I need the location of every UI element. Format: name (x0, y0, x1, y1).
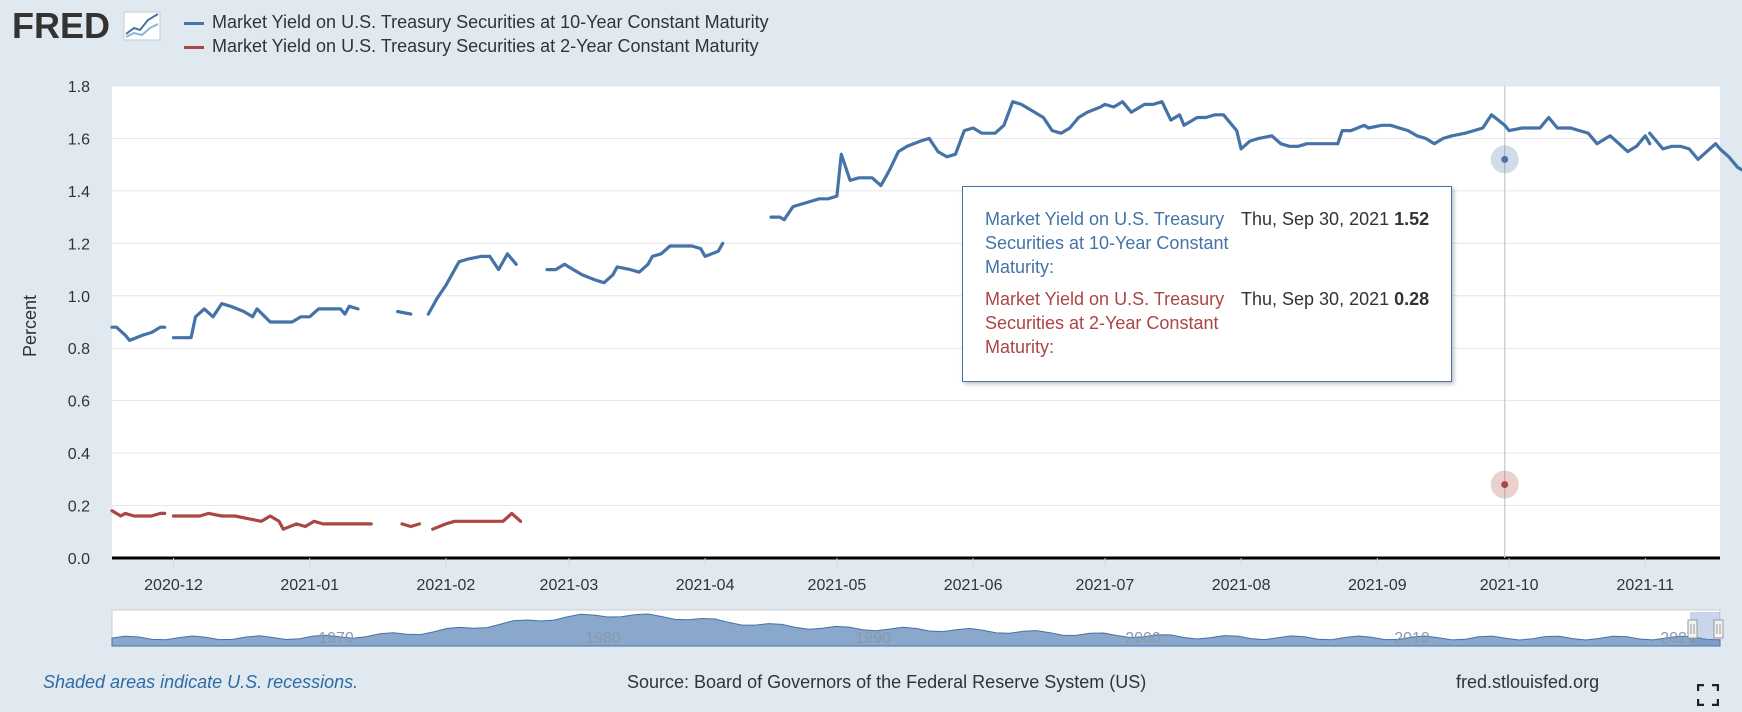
x-tick-label: 2021-03 (540, 577, 599, 594)
navigator-tick-label: 1970 (318, 630, 354, 647)
series-line-0 (396, 309, 413, 316)
series-line-0 (110, 325, 167, 342)
tooltip-date: Thu, Sep 30, 2021 1.52 (1241, 209, 1430, 229)
hover-point (1501, 481, 1509, 489)
tooltip-series-name: Market Yield on U.S. Treasury Securities… (985, 289, 1225, 357)
navigator-tick-label: 2000 (1125, 630, 1161, 647)
legend-item-2-year[interactable]: Market Yield on U.S. Treasury Securities… (184, 36, 759, 57)
y-tick-label: 1.6 (68, 131, 90, 148)
x-tick-label: 2020-12 (144, 577, 203, 594)
x-tick-label: 2021-04 (676, 577, 735, 594)
x-tick-label: 2021-07 (1076, 577, 1135, 594)
y-axis-ticks: 0.0 0.2 0.4 0.6 0.8 1.0 1.2 1.4 1.6 1.8 (68, 79, 90, 568)
navigator-tick-label: 2010 (1394, 630, 1430, 647)
legend-item-10-year[interactable]: Market Yield on U.S. Treasury Securities… (184, 12, 769, 33)
series-line-1 (171, 511, 373, 531)
series-line-0 (426, 252, 518, 316)
y-tick-label: 0.4 (68, 446, 90, 463)
x-tick-label: 2021-08 (1212, 577, 1271, 594)
x-tick-label: 2021-05 (808, 577, 867, 594)
x-tick-label: 2021-11 (1617, 577, 1675, 594)
navigator-tick-label: 1980 (585, 630, 621, 647)
x-tick-label: 2021-10 (1480, 577, 1539, 594)
tooltip-value: 0.28 (1394, 289, 1430, 309)
tooltip: Market Yield on U.S. Treasury Securities… (962, 186, 1452, 382)
legend-swatch-icon (184, 21, 204, 25)
series-line-0 (1648, 131, 1742, 172)
navigator-tick-label: 1990 (855, 630, 891, 647)
y-axis-label: Percent (20, 295, 40, 357)
navigator-handle[interactable] (1713, 619, 1724, 639)
series-lines (110, 100, 1742, 531)
gridlines (112, 85, 1720, 560)
fullscreen-icon[interactable] (1697, 684, 1719, 706)
x-tick-label: 2021-09 (1348, 577, 1407, 594)
recessions-note: Shaded areas indicate U.S. recessions. (43, 672, 359, 692)
navigator-tick-label: 2020 (1660, 630, 1696, 647)
y-tick-label: 1.4 (68, 184, 90, 201)
legend-swatch-icon (184, 45, 204, 49)
series-line-1 (431, 511, 523, 531)
navigator-handle[interactable] (1687, 619, 1698, 639)
x-axis-ticks: 2020-12 2021-01 2021-02 2021-03 2021-04 2021-… (144, 558, 1674, 594)
x-tick-label: 2021-01 (280, 577, 339, 594)
series-line-0 (769, 100, 1652, 222)
series-line-0 (545, 241, 725, 285)
hover-markers (1490, 145, 1519, 499)
y-tick-label: 1.2 (68, 236, 90, 253)
y-tick-label: 1.8 (68, 79, 90, 96)
y-tick-label: 1.0 (68, 289, 90, 306)
x-tick-label: 2021-02 (417, 577, 476, 594)
plot-area (112, 86, 1720, 558)
tooltip-value: 1.52 (1394, 209, 1430, 229)
x-tick-label: 2021-06 (944, 577, 1003, 594)
series-line-1 (110, 509, 167, 518)
tooltip-date: Thu, Sep 30, 2021 0.28 (1241, 289, 1430, 309)
y-tick-label: 0.2 (68, 499, 90, 516)
tooltip-series-name: Market Yield on U.S. Treasury Securities… (985, 209, 1229, 277)
y-tick-label: 0.6 (68, 394, 90, 411)
plot-background (112, 86, 1720, 558)
navigator[interactable]: 1970 1980 1990 2000 2010 2020 (111, 609, 1724, 647)
site-link[interactable]: fred.stlouisfed.org (1456, 672, 1600, 692)
fred-logo[interactable]: FRED (12, 6, 172, 46)
y-tick-label: 0.0 (68, 551, 90, 568)
legend-label: Market Yield on U.S. Treasury Securities… (212, 12, 769, 32)
y-tick-label: 0.8 (68, 341, 90, 358)
series-line-1 (400, 522, 422, 529)
legend-label: Market Yield on U.S. Treasury Securities… (212, 36, 759, 56)
series-line-0 (171, 302, 360, 340)
hover-point (1501, 155, 1509, 163)
fred-logo-text: FRED (12, 6, 110, 46)
graph-icon (123, 11, 161, 41)
source-note: Source: Board of Governors of the Federa… (627, 672, 1147, 692)
navigator-series-area (111, 613, 1721, 647)
